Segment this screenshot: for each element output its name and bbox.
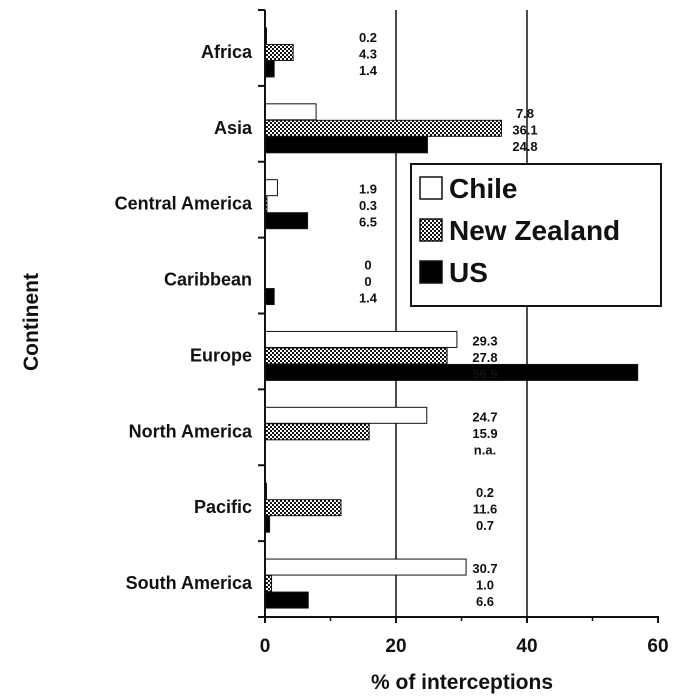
legend-label-us: US: [449, 257, 488, 288]
category-label-north-america: North America: [129, 421, 253, 441]
value-label-new-zealand-pacific: 11.6: [473, 502, 498, 517]
axes-group: 0 20 40 60 Africa Asia Central America Caribbea…: [115, 9, 669, 657]
bar-new-zealand-asia: [264, 119, 502, 137]
x-tick-label-20: 20: [385, 636, 406, 657]
bar-new-zealand-north-america: [264, 423, 370, 441]
category-label-south-america: South America: [126, 573, 253, 593]
category-label-africa: Africa: [201, 42, 253, 62]
value-label-chile-europe: 29.3: [472, 333, 497, 348]
x-axis-title: % of interceptions: [371, 671, 553, 694]
value-label-us-north-america: n.a.: [474, 442, 496, 457]
bar-chile-europe: [264, 330, 458, 348]
value-label-new-zealand-europe: 27.8: [472, 350, 497, 365]
x-tick-label-60: 60: [647, 636, 668, 657]
legend-swatch-us: [419, 260, 443, 284]
value-label-chile-asia: 7.8: [516, 106, 534, 121]
bar-us-europe: [264, 363, 639, 381]
y-axis-title: Continent: [20, 273, 43, 371]
value-label-us-pacific: 0.7: [476, 518, 494, 533]
legend-box: [410, 163, 662, 307]
value-label-new-zealand-north-america: 15.9: [472, 426, 497, 441]
value-label-new-zealand-asia: 36.1: [512, 122, 537, 137]
value-labels-group: 0.24.31.47.836.124.81.90.36.5001.429.327…: [359, 30, 538, 609]
bar-chile-asia: [264, 103, 317, 121]
legend-label-chile: Chile: [449, 173, 517, 204]
value-label-us-caribbean: 1.4: [359, 291, 378, 306]
value-label-us-europe: 56.9: [472, 366, 497, 381]
bar-us-central-america: [264, 212, 309, 230]
category-label-asia: Asia: [214, 118, 253, 138]
value-label-new-zealand-caribbean: 0: [364, 274, 371, 289]
bar-us-caribbean: [264, 288, 275, 306]
value-label-chile-africa: 0.2: [359, 30, 377, 45]
x-tick-label-0: 0: [260, 636, 271, 657]
value-label-chile-central-america: 1.9: [359, 182, 377, 197]
value-label-chile-south-america: 30.7: [472, 561, 497, 576]
legend-swatch-chile: [419, 176, 443, 200]
bar-new-zealand-africa: [264, 43, 294, 61]
value-label-new-zealand-central-america: 0.3: [359, 198, 377, 213]
bar-chile-north-america: [264, 406, 428, 424]
category-label-central-america: Central America: [115, 194, 253, 214]
value-label-us-south-america: 6.6: [476, 594, 494, 609]
bar-chile-south-america: [264, 558, 467, 576]
category-label-europe: Europe: [190, 345, 252, 365]
bar-us-africa: [264, 60, 275, 78]
value-label-chile-north-america: 24.7: [472, 409, 497, 424]
category-label-pacific: Pacific: [194, 497, 252, 517]
value-label-us-central-america: 6.5: [359, 215, 377, 230]
bar-new-zealand-pacific: [264, 499, 342, 517]
legend: Chile New Zealand US: [410, 163, 662, 307]
bar-us-south-america: [264, 591, 309, 609]
bar-new-zealand-europe: [264, 347, 448, 365]
value-label-chile-pacific: 0.2: [476, 485, 494, 500]
legend-label-new-zealand: New Zealand: [449, 215, 620, 246]
value-label-us-asia: 24.8: [512, 139, 537, 154]
value-label-us-africa: 1.4: [359, 63, 378, 78]
bar-us-asia: [264, 136, 428, 154]
legend-swatch-new-zealand: [419, 218, 443, 242]
value-label-new-zealand-south-america: 1.0: [476, 578, 494, 593]
value-label-chile-caribbean: 0: [364, 258, 371, 273]
bars-group: [264, 27, 639, 609]
x-tick-label-40: 40: [516, 636, 537, 657]
value-label-new-zealand-africa: 4.3: [359, 46, 377, 61]
gridlines: [395, 10, 528, 617]
category-label-caribbean: Caribbean: [164, 270, 252, 290]
bar-chile-central-america: [264, 179, 278, 197]
